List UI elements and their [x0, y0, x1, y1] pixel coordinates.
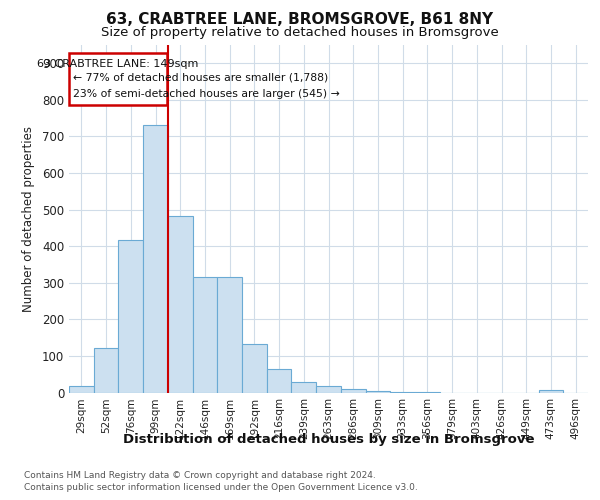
Text: 23% of semi-detached houses are larger (545) →: 23% of semi-detached houses are larger (…: [73, 90, 340, 100]
Text: 63, CRABTREE LANE, BROMSGROVE, B61 8NY: 63, CRABTREE LANE, BROMSGROVE, B61 8NY: [106, 12, 494, 28]
Y-axis label: Number of detached properties: Number of detached properties: [22, 126, 35, 312]
Bar: [242, 344, 267, 393]
Bar: [143, 126, 168, 392]
Bar: [70, 53, 167, 106]
Text: Size of property relative to detached houses in Bromsgrove: Size of property relative to detached ho…: [101, 26, 499, 39]
Bar: [539, 390, 563, 392]
Bar: [341, 389, 365, 392]
Bar: [94, 348, 118, 393]
Bar: [316, 386, 341, 392]
Text: Contains HM Land Registry data © Crown copyright and database right 2024.: Contains HM Land Registry data © Crown c…: [24, 471, 376, 480]
Bar: [69, 386, 94, 392]
Bar: [267, 368, 292, 392]
Text: Distribution of detached houses by size in Bromsgrove: Distribution of detached houses by size …: [123, 432, 535, 446]
Bar: [217, 277, 242, 392]
Text: Contains public sector information licensed under the Open Government Licence v3: Contains public sector information licen…: [24, 484, 418, 492]
Bar: [193, 278, 217, 392]
Bar: [168, 216, 193, 392]
Bar: [118, 240, 143, 392]
Text: ← 77% of detached houses are smaller (1,788): ← 77% of detached houses are smaller (1,…: [73, 73, 328, 83]
Bar: [292, 382, 316, 392]
Text: 63 CRABTREE LANE: 149sqm: 63 CRABTREE LANE: 149sqm: [37, 58, 199, 68]
Bar: [365, 390, 390, 392]
